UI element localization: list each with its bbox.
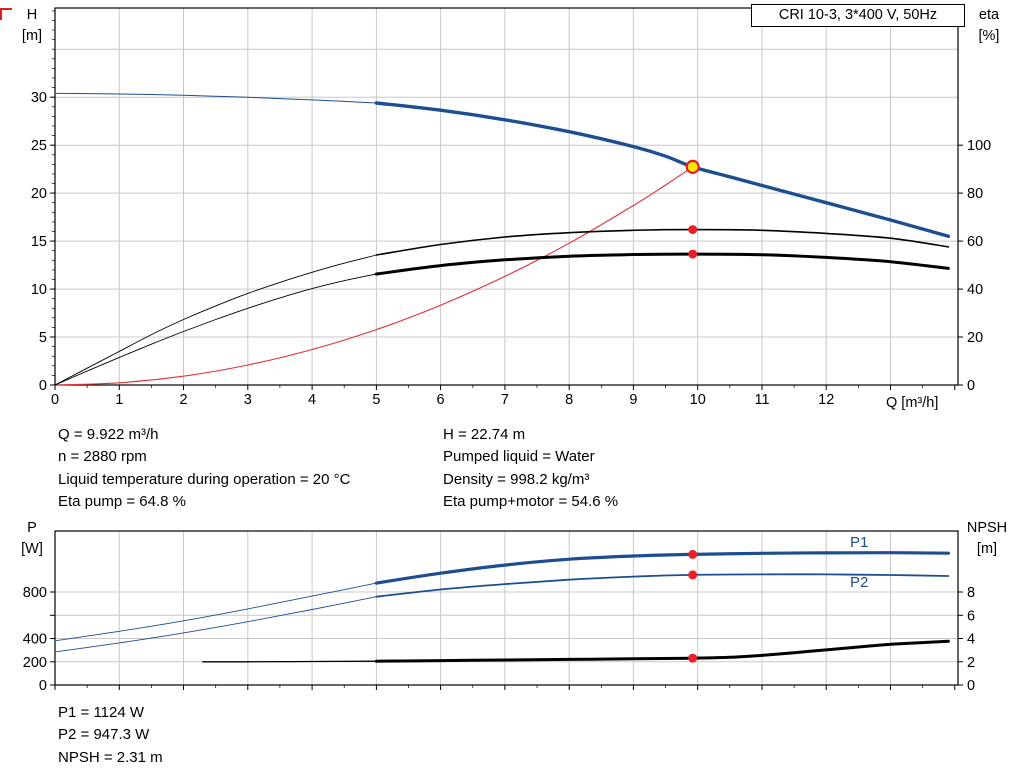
duty-results-right: H = 22.74 m Pumped liquid = Water Densit… bbox=[443, 424, 618, 514]
page-corner-mark bbox=[0, 8, 12, 20]
svg-text:0: 0 bbox=[967, 378, 975, 394]
svg-text:5: 5 bbox=[39, 330, 47, 346]
eta-axis-title: eta [%] bbox=[962, 5, 1016, 47]
svg-text:200: 200 bbox=[23, 655, 47, 671]
p1-curve-label: P1 bbox=[850, 534, 869, 551]
svg-text:3: 3 bbox=[244, 392, 252, 408]
svg-text:4: 4 bbox=[308, 392, 316, 408]
result-density: Density = 998.2 kg/m³ bbox=[443, 470, 590, 488]
svg-text:5: 5 bbox=[372, 392, 380, 408]
p2-curve-label: P2 bbox=[850, 574, 869, 591]
npsh-axis-symbol: NPSH bbox=[966, 520, 1008, 536]
result-h: H = 22.74 m bbox=[443, 426, 526, 443]
svg-text:2: 2 bbox=[179, 392, 187, 408]
power-results: P1 = 1124 W P2 = 947.3 W NPSH = 2.31 m bbox=[58, 702, 163, 769]
result-q: Q = 9.922 m³/h bbox=[58, 426, 159, 443]
svg-text:100: 100 bbox=[967, 138, 991, 154]
svg-text:6: 6 bbox=[437, 392, 445, 408]
svg-text:20: 20 bbox=[967, 330, 983, 346]
svg-text:30: 30 bbox=[31, 90, 47, 106]
result-p1: P1 = 1124 W bbox=[58, 704, 145, 721]
svg-text:6: 6 bbox=[967, 608, 975, 624]
p-axis-unit: [W] bbox=[21, 541, 43, 557]
h-axis-symbol: H bbox=[26, 7, 38, 23]
svg-text:10: 10 bbox=[31, 282, 47, 298]
pump-model-box: CRI 10-3, 3*400 V, 50Hz bbox=[751, 4, 965, 27]
svg-text:11: 11 bbox=[754, 392, 769, 408]
svg-text:8: 8 bbox=[967, 585, 975, 601]
svg-text:15: 15 bbox=[31, 234, 47, 250]
eta-axis-symbol: eta bbox=[978, 7, 1000, 23]
svg-text:0: 0 bbox=[51, 392, 59, 408]
p-axis-symbol: P bbox=[27, 520, 37, 536]
svg-text:9: 9 bbox=[629, 392, 637, 408]
svg-text:1: 1 bbox=[115, 392, 123, 408]
svg-text:20: 20 bbox=[31, 186, 47, 202]
result-speed: n = 2880 rpm bbox=[58, 448, 147, 466]
svg-text:2: 2 bbox=[967, 655, 975, 671]
svg-text:60: 60 bbox=[967, 234, 983, 250]
h-axis-unit: [m] bbox=[21, 28, 43, 44]
svg-text:8: 8 bbox=[565, 392, 573, 408]
svg-text:0: 0 bbox=[967, 678, 975, 694]
result-p2: P2 = 947.3 W bbox=[58, 726, 150, 744]
result-eta-pump: Eta pump = 64.8 % bbox=[58, 493, 186, 511]
pump-model-label: CRI 10-3, 3*400 V, 50Hz bbox=[778, 7, 938, 23]
q-axis-title: Q [m³/h] bbox=[886, 395, 939, 411]
npsh-axis-unit: [m] bbox=[976, 541, 998, 557]
svg-text:10: 10 bbox=[690, 392, 706, 408]
h-axis-title: H [m] bbox=[10, 5, 54, 47]
svg-text:7: 7 bbox=[501, 392, 509, 408]
duty-results-left: Q = 9.922 m³/h n = 2880 rpm Liquid tempe… bbox=[58, 424, 350, 514]
svg-text:0: 0 bbox=[39, 378, 47, 394]
svg-text:800: 800 bbox=[23, 585, 47, 601]
svg-text:40: 40 bbox=[967, 282, 983, 298]
svg-text:400: 400 bbox=[23, 632, 47, 648]
p-axis-title: P [W] bbox=[10, 518, 54, 560]
svg-text:0: 0 bbox=[39, 678, 47, 694]
svg-text:12: 12 bbox=[818, 392, 834, 408]
npsh-axis-title: NPSH [m] bbox=[956, 518, 1018, 560]
result-npsh: NPSH = 2.31 m bbox=[58, 748, 163, 766]
result-liquid-temp: Liquid temperature during operation = 20… bbox=[58, 470, 351, 488]
result-pumped-liquid: Pumped liquid = Water bbox=[443, 448, 595, 466]
svg-text:4: 4 bbox=[967, 632, 975, 648]
svg-text:80: 80 bbox=[967, 186, 983, 202]
result-eta-pump-motor: Eta pump+motor = 54.6 % bbox=[443, 493, 619, 511]
svg-text:25: 25 bbox=[31, 138, 47, 154]
eta-axis-unit: [%] bbox=[978, 28, 1000, 44]
